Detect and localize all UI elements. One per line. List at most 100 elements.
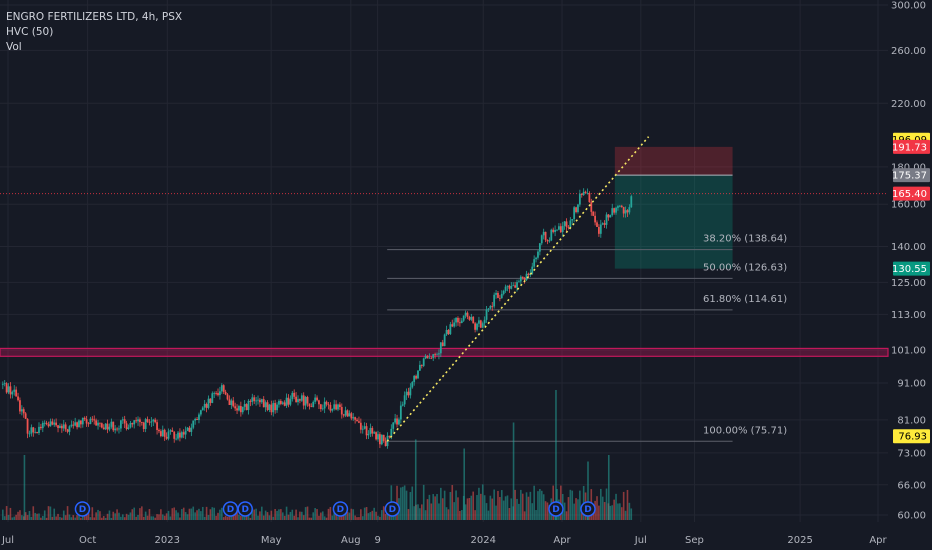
volume-bar	[373, 507, 375, 520]
candle-body	[380, 434, 383, 445]
candle-body	[199, 410, 202, 415]
candle-body	[462, 315, 465, 321]
candle-body	[516, 282, 518, 288]
candle-body	[85, 419, 88, 424]
volume-bar	[236, 507, 238, 520]
volume-bar	[121, 514, 124, 520]
volume-bar	[139, 508, 141, 520]
candle-body	[19, 400, 21, 412]
candle-body	[378, 434, 381, 445]
volume-bar	[179, 517, 181, 520]
price-tag-value: 165.40	[892, 189, 927, 200]
candle-body	[344, 410, 347, 416]
candle-body	[578, 193, 581, 205]
candle-body	[217, 393, 219, 396]
candle-body	[438, 353, 440, 355]
volume-bar	[422, 484, 425, 520]
volume-bar	[350, 508, 353, 520]
volume-bar	[417, 504, 419, 520]
price-axis-label: 91.00	[897, 379, 926, 390]
volume-bar	[304, 507, 307, 520]
candle-body	[93, 419, 96, 421]
volume-bar	[142, 516, 145, 520]
candle-body	[140, 422, 143, 423]
volume-bar	[460, 510, 463, 520]
volume-bar	[3, 516, 6, 520]
candle-body	[274, 403, 277, 411]
volume-bar	[299, 511, 301, 520]
volume-bar	[628, 502, 631, 520]
candle-body	[241, 406, 244, 413]
candle-body	[106, 423, 109, 430]
volume-bar	[74, 517, 76, 520]
candle-body	[7, 386, 10, 393]
volume-bar	[108, 510, 111, 520]
candle-body	[436, 354, 438, 356]
volume-bar	[182, 507, 185, 520]
volume-bar	[13, 516, 16, 520]
time-axis-label: Aug	[341, 535, 361, 546]
symbol-title[interactable]: ENGRO FERTILIZERS LTD, 4h, PSX	[6, 11, 183, 23]
volume-bar	[291, 509, 294, 520]
volume-bar	[120, 516, 122, 520]
candle-body	[165, 436, 168, 439]
candle-body	[601, 223, 604, 225]
candle-body	[415, 375, 417, 379]
candle-body	[495, 292, 497, 295]
candle-body	[388, 435, 391, 437]
volume-bar	[81, 515, 84, 520]
volume-bar	[80, 517, 82, 520]
candle-body	[78, 420, 80, 428]
candle-body	[443, 334, 446, 347]
candle-body	[175, 438, 178, 440]
volume-bar	[337, 516, 339, 520]
candle-body	[531, 266, 534, 274]
candle-body	[535, 257, 537, 260]
candle-body	[91, 418, 94, 420]
dividend-icon	[74, 501, 91, 517]
candle-body	[424, 355, 427, 359]
volume-bar	[7, 514, 10, 520]
volume-bar	[42, 515, 44, 520]
volume-bar	[480, 493, 482, 520]
dividend-label: D	[337, 505, 344, 515]
volume-bar	[184, 512, 187, 520]
volume-bar	[211, 507, 214, 520]
candle-body	[407, 391, 410, 396]
indicator-hvc[interactable]: HVC (50)	[6, 26, 54, 38]
candle-body	[567, 226, 570, 228]
candle-body	[491, 306, 494, 307]
volume-bar	[598, 505, 600, 520]
candle-body	[249, 400, 252, 402]
volume-bar	[542, 494, 545, 520]
volume-bar	[64, 515, 67, 520]
candle-body	[51, 421, 54, 425]
volume-bar	[93, 517, 96, 520]
volume-bar	[99, 511, 101, 520]
candle-body	[171, 430, 174, 432]
volume-bar	[59, 516, 61, 520]
volume-bar	[228, 515, 231, 520]
volume-bar	[380, 510, 383, 520]
volume-bar	[188, 508, 191, 520]
volume-bar	[596, 496, 598, 520]
candle-body	[382, 434, 385, 441]
price-tag-value: 76.93	[898, 432, 927, 443]
volume-bar	[470, 495, 473, 520]
volume-bar	[249, 517, 252, 520]
volume-bar	[19, 510, 21, 520]
volume-bar	[432, 494, 435, 520]
volume-bar	[102, 516, 105, 520]
candle-body	[371, 427, 374, 434]
candle-body	[487, 308, 490, 310]
indicator-volume[interactable]: Vol	[6, 41, 22, 53]
volume-bar	[567, 497, 570, 520]
volume-bar	[440, 487, 442, 520]
candle-body	[523, 277, 526, 280]
candle-body	[439, 342, 442, 354]
candle-body	[571, 219, 574, 221]
time-axis-label: 9	[374, 535, 380, 546]
